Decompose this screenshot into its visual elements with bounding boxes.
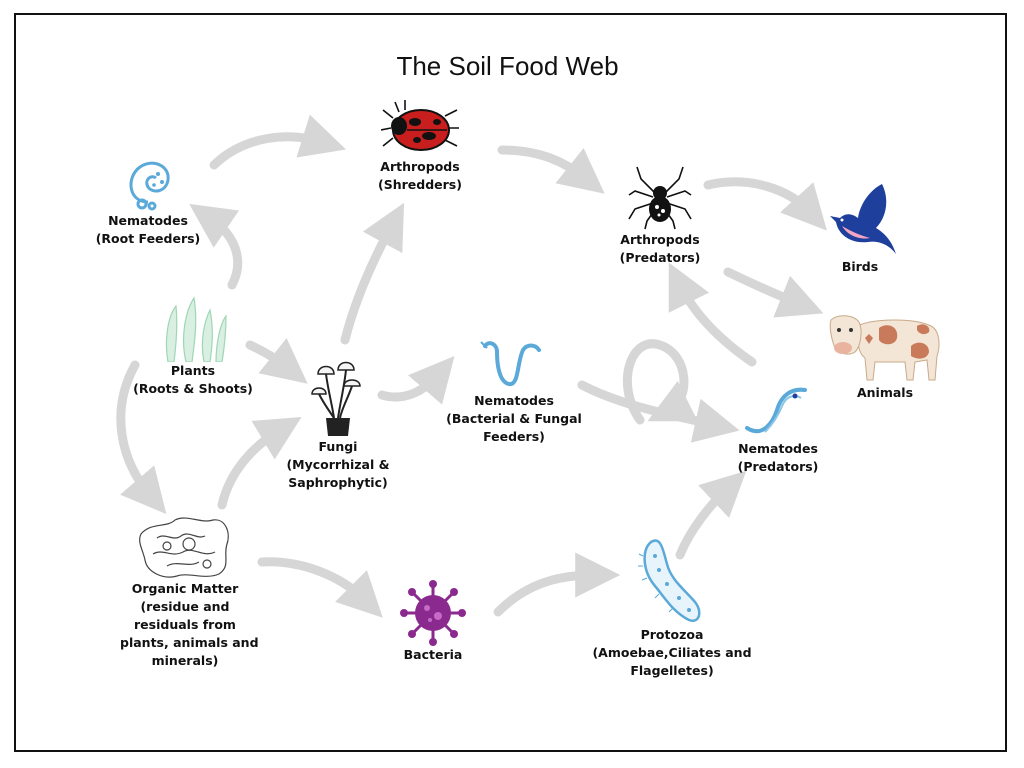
organic-matter-icon [139,517,229,578]
node-birds: Birds [815,182,905,276]
arthropods-shredders-label-1: Arthropods [380,159,460,174]
arrow-shredders-to-arthropods-predators [497,145,605,194]
nematodes-bf-label-2: (Bacterial & Fungal [446,411,582,426]
node-bacteria: Bacteria [388,580,478,664]
organic-matter-label-5: minerals) [151,653,219,668]
node-arthropods-shredders: Arthropods (Shredders) [360,100,480,194]
arrow-plants-to-nematodes-root [189,203,243,290]
nematodes-root-label-1: Nematodes [108,213,188,228]
cow-icon [829,315,940,381]
protozoa-label-1: Protozoa [640,627,704,642]
node-organic-matter: Organic Matter (residue and residuals fr… [120,514,259,670]
organic-matter-label-2: (residue and [140,599,230,614]
arthropods-shredders-label-2: (Shredders) [378,177,462,192]
fungi-label-1: Fungi [318,439,358,454]
fungi-label-2: (Mycorrhizal & [286,457,390,472]
arrow-arthropods-predators-to-animals [723,267,824,318]
arrow-organic-matter-to-bacteria [257,557,383,618]
arrow-bacteria-to-protozoa [493,552,621,617]
diagram-title: The Soil Food Web [396,51,619,81]
arrow-plants-to-organic-matter [116,360,167,515]
arrow-nematodes-root-to-arthropods-shredders [209,114,347,170]
node-arthropods-predators: Arthropods (Predators) [600,165,720,267]
protozoa-icon [638,539,701,623]
plant-leaves-icon [165,296,227,362]
arrow-nematodes-predators-to-arthropods-predators [668,262,757,367]
arrow-nematodes-bf-to-nematodes-predators [577,380,740,443]
bacteria-icon [400,580,466,646]
node-nematodes-bacterial-fungal: Nematodes (Bacterial & Fungal Feeders) [444,338,584,446]
organic-matter-label-3: residuals from [134,617,236,632]
animals-label: Animals [856,385,914,400]
arrow-nematodes-bf-loop [622,339,698,425]
bird-icon [830,184,896,254]
protozoa-label-3: Flagelletes) [630,663,714,678]
arthropods-predators-label-2: (Predators) [619,250,701,265]
spider-icon [628,166,692,230]
bacteria-label: Bacteria [403,647,463,662]
nematode-coiled-icon [129,161,170,211]
nematodes-bf-label-1: Nematodes [474,393,554,408]
node-protozoa: Protozoa (Amoebae,Ciliates and Flagellet… [592,536,752,680]
nematodes-bf-label-3: Feeders) [483,429,545,444]
arrow-protozoa-to-nematodes-predators [675,470,747,560]
plants-label-1: Plants [170,363,216,378]
organic-matter-label-1: Organic Matter [131,581,239,596]
plants-label-2: (Roots & Shoots) [133,381,253,396]
nematodes-root-label-2: (Root Feeders) [95,231,201,246]
node-plants: Plants (Roots & Shoots) [128,296,258,398]
organic-matter-label-4: plants, animals and [120,635,259,650]
birds-label: Birds [841,259,879,274]
node-animals: Animals [825,308,945,402]
arrow-fungi-to-arthropods-shredders [340,202,405,345]
arrow-plants-to-fungi [245,338,308,384]
node-nematodes-root-feeders: Nematodes (Root Feeders) [88,152,208,248]
fungi-label-3: Saphrophytic) [288,475,388,490]
nematode-predator-icon [745,387,807,434]
arrow-fungi-to-nematodes-bf [377,355,455,405]
arthropods-predators-label-1: Arthropods [620,232,700,247]
node-nematodes-predators: Nematodes (Predators) [718,382,838,476]
nematodes-predators-label-1: Nematodes [738,441,818,456]
mushroom-icon [311,361,361,436]
beetle-icon [381,100,459,151]
arrow-organic-matter-to-fungi [217,417,302,510]
arrow-arthropods-predators-to-birds [703,177,827,231]
node-fungi: Fungi (Mycorrhizal & Saphrophytic) [278,360,398,492]
protozoa-label-2: (Amoebae,Ciliates and [592,645,752,660]
nematode-wave-icon [480,341,541,386]
nematodes-predators-label-2: (Predators) [737,459,819,474]
